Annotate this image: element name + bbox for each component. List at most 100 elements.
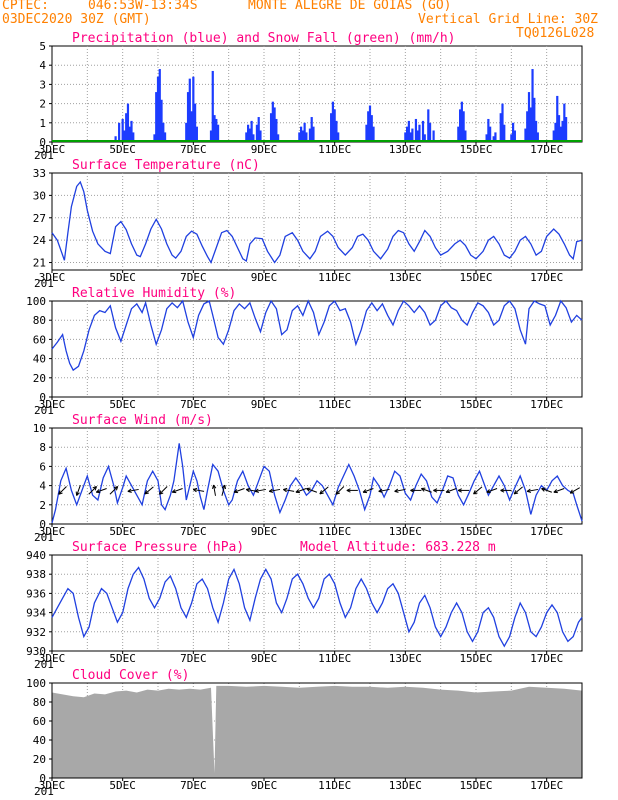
- wind-arrow-shaft: [486, 488, 498, 493]
- wind-arrow-shaft: [335, 486, 345, 495]
- wind-arrow-shaft: [541, 488, 553, 493]
- wind-arrow-head: [445, 489, 450, 493]
- wind-arrow-head: [58, 490, 61, 495]
- wind-arrow-head: [269, 490, 274, 493]
- precip-bar: [211, 70, 214, 142]
- wind-arrow-shaft: [295, 488, 307, 493]
- wind-arrow-head: [553, 489, 558, 493]
- pres-ytick-label: 930: [26, 645, 46, 658]
- rh-xtick-label: 11DEC: [318, 398, 351, 411]
- precip-bar: [158, 69, 161, 142]
- wind-arrow-head: [433, 488, 438, 491]
- wind-arrow-head: [212, 484, 215, 489]
- precip-bar: [330, 113, 333, 142]
- cloud-xtick-label: 11DEC: [318, 779, 351, 792]
- wind-arrow-head: [410, 488, 415, 491]
- precip-xtick-label: 7DEC: [180, 143, 207, 156]
- precip-bar: [216, 124, 220, 142]
- precip-bar: [257, 117, 260, 142]
- wind-arrow-head: [421, 488, 425, 492]
- wind-arrow-head: [335, 492, 341, 495]
- precip-bar: [526, 111, 529, 142]
- wind-ytick-label: 4: [39, 480, 46, 493]
- wind-frame: [51, 427, 583, 525]
- wind-arrow-shaft: [362, 488, 374, 493]
- cloud-ytick-label: 40: [33, 734, 46, 747]
- pres-ytick-label: 938: [26, 568, 46, 581]
- wind-arrow-shaft: [221, 484, 226, 496]
- precip-bar: [503, 124, 506, 142]
- wind-arrow: [295, 488, 307, 494]
- precip-bar: [275, 118, 278, 142]
- precip-bar: [337, 132, 340, 142]
- wind-arrow: [457, 488, 470, 493]
- precip-bar: [557, 115, 561, 142]
- wind-arrow: [473, 486, 483, 495]
- precip-bar: [160, 99, 163, 142]
- precip-bar: [303, 122, 306, 142]
- pres-xtick-label: 11DEC: [318, 652, 351, 665]
- wind-arrow-shaft: [254, 488, 266, 492]
- precip-bar: [485, 134, 488, 142]
- wind-arrow-shaft: [269, 488, 281, 492]
- wind-arrow-shaft: [127, 488, 139, 492]
- wind-arrow: [109, 486, 119, 495]
- precip-xtick-label: 3DEC: [39, 143, 66, 156]
- wind-xtick-label: 15DEC: [459, 525, 492, 538]
- wind-arrow-shaft: [96, 488, 107, 493]
- precip-bar: [255, 124, 259, 142]
- precip-bar: [121, 118, 124, 142]
- wind-ytick-label: 8: [39, 441, 46, 454]
- precip-bar: [512, 122, 515, 142]
- precip-bar: [245, 132, 248, 142]
- rh-xtick-label: 3DEC: [39, 398, 66, 411]
- pres-panel: 930 932 934 936 938 940 3DEC 5DEC 7DEC 9DEC 11DEC 1…: [26, 540, 583, 671]
- wind-arrow-head: [192, 489, 197, 493]
- wind-arrow-shaft: [159, 486, 168, 495]
- precip-ytick-label: 5: [39, 40, 46, 53]
- header-line1-left: CPTEC:: [2, 0, 49, 13]
- wind-arrow: [553, 488, 565, 494]
- wind-arrow: [486, 488, 498, 494]
- precip-bar: [499, 113, 502, 142]
- precip-bar: [531, 69, 534, 142]
- wind-arrow-head: [158, 490, 162, 495]
- wind-arrow-shaft: [172, 488, 183, 493]
- rh-xtick-label: 5DEC: [109, 398, 136, 411]
- precip-bar: [552, 130, 555, 142]
- rh-ytick-label: 0: [39, 391, 46, 404]
- pres-title: Surface Pressure (hPa): [72, 540, 244, 555]
- precip-ytick-label: 2: [39, 98, 46, 111]
- wind-arrow-shaft: [233, 488, 245, 493]
- wind-arrow: [75, 485, 81, 496]
- wind-arrow: [433, 488, 445, 493]
- temp-title: Surface Temperature (nC): [72, 158, 260, 173]
- precip-bar: [308, 128, 312, 142]
- cloud-year-stub: 201: [34, 785, 54, 798]
- wind-title: Surface Wind (m/s): [72, 413, 213, 428]
- rh-title: Relative Humidity (%): [72, 286, 236, 301]
- precip-bar: [195, 126, 198, 142]
- precip-xtick-label: 5DEC: [109, 143, 136, 156]
- precip-bar: [128, 126, 131, 142]
- wind-arrow: [319, 486, 329, 495]
- precip-bar: [462, 111, 465, 142]
- wind-arrow: [58, 486, 67, 495]
- precip-bar: [427, 109, 430, 142]
- wind-arrow-shaft: [394, 488, 406, 492]
- wind-arrow: [158, 486, 168, 495]
- wind-xtick-label: 17DEC: [530, 525, 563, 538]
- wind-arrow: [221, 484, 227, 496]
- temp-xtick-label: 13DEC: [389, 271, 422, 284]
- temp-frame: [51, 172, 583, 271]
- precip-bar: [247, 124, 250, 142]
- wind-arrow-head: [457, 489, 462, 493]
- temp-xtick-label: 15DEC: [459, 271, 492, 284]
- precip-year-stub: 201: [34, 149, 54, 162]
- precip-bar: [298, 132, 301, 142]
- wind-arrow: [283, 487, 295, 493]
- pres-frame: [51, 554, 583, 652]
- temp-ytick-label: 30: [33, 189, 46, 202]
- temp-ytick-label: 21: [33, 257, 46, 270]
- precip-bar: [130, 120, 133, 142]
